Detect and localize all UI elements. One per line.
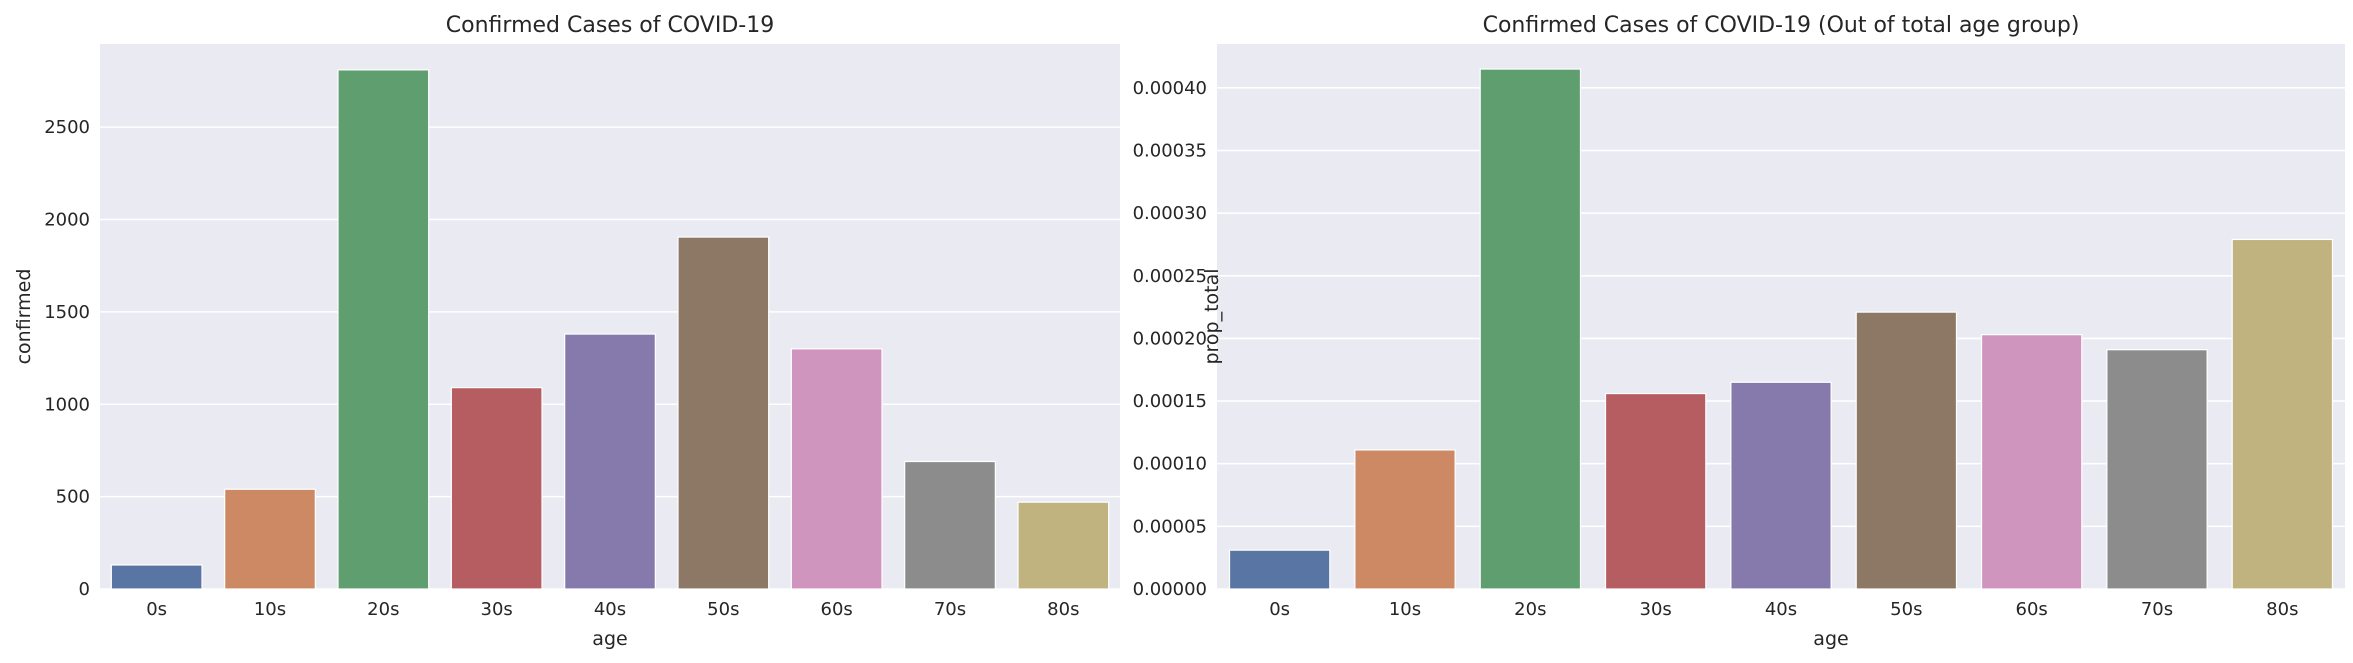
x-tick-label: 60s (821, 599, 853, 620)
bar-60s (790, 348, 883, 590)
bar-10s (1354, 449, 1456, 590)
y-tick-label: 0.00030 (1133, 203, 1207, 224)
bars (1228, 68, 2334, 590)
bar-10s (224, 488, 316, 590)
bar-80s (2231, 238, 2334, 590)
bar-30s (1604, 392, 1707, 590)
y-tick-label: 0.00035 (1133, 140, 1207, 161)
x-tick-label: 50s (707, 599, 739, 620)
y-tick-label: 0.00005 (1133, 516, 1207, 537)
x-tick-label: 70s (934, 599, 966, 620)
chart-title: Confirmed Cases of COVID-19 (Out of tota… (1483, 13, 2080, 38)
y-tick-label: 0 (79, 579, 90, 600)
x-tick-label: 10s (254, 599, 286, 620)
bar-20s (337, 69, 430, 590)
y-axis-label: confirmed (13, 269, 35, 365)
x-tick-label: 40s (1765, 599, 1797, 620)
y-tick-label: 0.00010 (1133, 454, 1207, 475)
x-tick-label: 0s (146, 599, 167, 620)
x-tick-label: 70s (2141, 599, 2173, 620)
x-tick-label: 30s (1640, 599, 1672, 620)
x-tick-label: 20s (367, 599, 399, 620)
x-tick-labels: 0s 10s 20s 30s 40s 50s 60s 70s 80s (1269, 599, 2298, 620)
x-tick-label: 20s (1514, 599, 1546, 620)
y-tick-labels: 0 500 1000 1500 2000 2500 (44, 117, 90, 600)
x-tick-label: 80s (2266, 599, 2298, 620)
y-tick-label: 0.00025 (1133, 266, 1207, 287)
bar-40s (1730, 381, 1832, 590)
y-tick-label: 2500 (44, 117, 90, 138)
y-tick-label: 0.00000 (1133, 579, 1207, 600)
x-tick-label: 80s (1047, 599, 1079, 620)
y-axis-label: prop_total (1201, 268, 1223, 364)
bar-20s (1479, 68, 1582, 590)
x-tick-label: 50s (1890, 599, 1922, 620)
bar-80s (1017, 501, 1110, 590)
x-tick-labels: 0s 10s 20s 30s 40s 50s 60s 70s 80s (146, 599, 1079, 620)
x-tick-label: 30s (481, 599, 513, 620)
y-tick-label: 1500 (44, 302, 90, 323)
bar-40s (564, 333, 656, 590)
bar-0s (1228, 549, 1331, 590)
y-tick-label: 0.00020 (1133, 328, 1207, 349)
bars (110, 69, 1110, 590)
y-tick-label: 2000 (44, 210, 90, 231)
bar-50s (677, 236, 770, 590)
chart-prop-total: 0.00000 0.00005 0.00010 0.00015 0.00020 0.000… (1133, 13, 2345, 650)
x-tick-label: 40s (594, 599, 626, 620)
bar-50s (1855, 311, 1958, 590)
x-axis-label: age (592, 628, 627, 650)
chart-title: Confirmed Cases of COVID-19 (446, 13, 774, 38)
x-tick-label: 60s (2016, 599, 2048, 620)
x-axis-label: age (1813, 628, 1848, 650)
bar-30s (450, 387, 543, 590)
bar-0s (110, 564, 203, 590)
bar-70s (904, 460, 996, 590)
y-tick-label: 0.00015 (1133, 391, 1207, 412)
y-tick-labels: 0.00000 0.00005 0.00010 0.00015 0.00020 0.000… (1133, 78, 1207, 600)
bar-60s (1980, 334, 2083, 590)
y-tick-label: 0.00040 (1133, 78, 1207, 99)
bar-70s (2106, 349, 2208, 590)
x-tick-label: 0s (1269, 599, 1290, 620)
y-tick-label: 500 (56, 487, 90, 508)
x-tick-label: 10s (1389, 599, 1421, 620)
y-tick-label: 1000 (44, 394, 90, 415)
chart-confirmed: 0 500 1000 1500 2000 2500 0s 10s 20s 30s 40s 50s 60… (13, 13, 1120, 650)
